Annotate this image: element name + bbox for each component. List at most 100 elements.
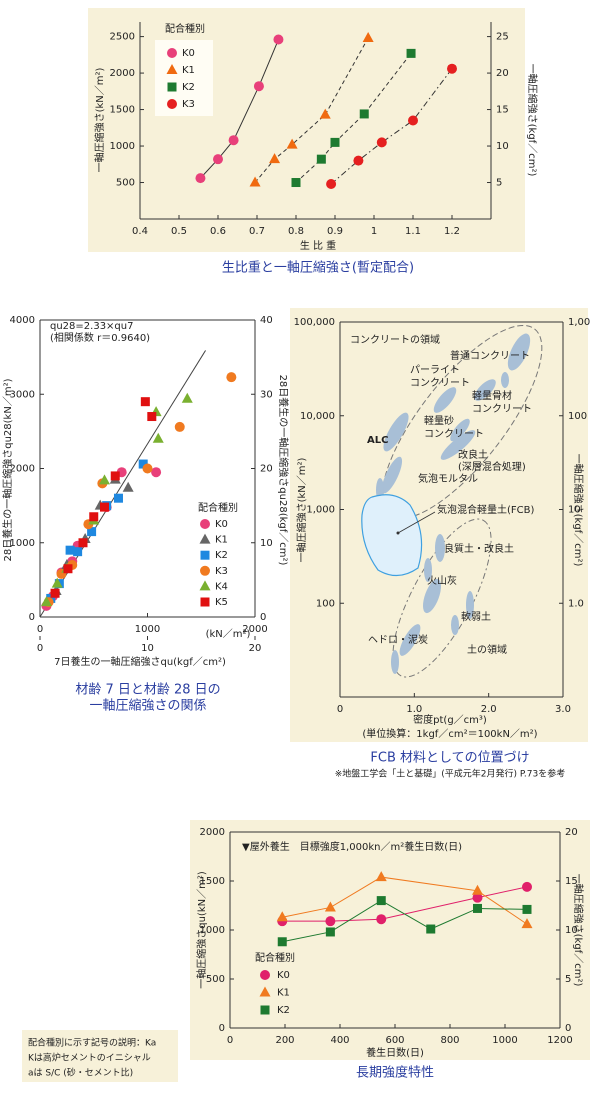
annotation: コンクリートの領域	[350, 333, 440, 346]
marker	[359, 109, 369, 119]
annotation: 火山灰	[427, 574, 457, 587]
marker	[426, 924, 436, 934]
y2-tick-label: 20	[496, 68, 509, 79]
x-tick-label: 1	[371, 226, 377, 237]
marker	[78, 538, 88, 548]
x-tick-label: 0.4	[132, 226, 148, 237]
marker	[376, 137, 387, 148]
y2-tick-label: 100	[568, 411, 587, 422]
marker	[213, 154, 223, 165]
y2-tick-label: 10	[260, 538, 273, 549]
legend-box	[155, 40, 213, 116]
x2-tick-label: 20	[249, 643, 262, 654]
x2-tick-label: 10	[141, 643, 154, 654]
legend-title: 配合種別	[198, 501, 238, 514]
y-tick-label: 1000	[10, 538, 35, 549]
note-line: Kは高炉セメントのイニシャル	[28, 1052, 151, 1064]
region	[383, 412, 409, 452]
annotation: 土の領域	[467, 643, 507, 656]
y-tick-label: 2000	[110, 68, 135, 79]
marker	[200, 565, 210, 576]
marker	[376, 914, 387, 925]
series-line	[330, 68, 453, 185]
legend-label: K1	[182, 65, 195, 76]
y2-tick-label: 5	[496, 178, 502, 189]
annotation: 改良土	[458, 448, 488, 461]
x-tick-label: 3.0	[555, 704, 571, 715]
legend-label: K2	[182, 82, 195, 93]
y2-tick-label: 1.0	[568, 598, 584, 609]
annotation: 軽量砂	[424, 414, 454, 427]
legend-label: K0	[215, 519, 228, 530]
x-tick-label: 1.0	[406, 704, 422, 715]
y-tick-label: 3000	[10, 389, 35, 400]
marker	[226, 372, 237, 383]
y-tick-label: 100,000	[294, 317, 335, 328]
leader-line	[397, 511, 436, 534]
y2-axis-label: 28日養生の一軸圧縮強さqu28(kgf／cm²)	[277, 375, 290, 566]
annotation: ALC	[367, 435, 388, 446]
marker	[291, 178, 301, 188]
marker	[473, 903, 482, 913]
x-tick-label: 1.1	[405, 226, 421, 237]
y-tick-label: 1500	[110, 105, 135, 116]
marker	[472, 892, 483, 903]
annotation: (深層混合処理)	[458, 460, 526, 473]
y2-tick-label: 10	[565, 925, 578, 936]
x-tick-label: 0.9	[327, 226, 343, 237]
region	[440, 430, 476, 460]
caption: 一軸圧縮強さの関係	[89, 698, 206, 714]
x-note: (単位換算：1kgf／cm²＝100kN／m²)	[362, 727, 537, 740]
marker	[522, 881, 532, 892]
marker	[408, 115, 418, 126]
marker	[200, 597, 210, 607]
marker	[110, 471, 120, 481]
annotation: 気泡混合軽量土(FCB)	[437, 503, 534, 516]
caption: 材齢 7 日と材齢 28 日の	[75, 683, 220, 698]
marker	[87, 527, 97, 537]
x-tick-label: 1200	[547, 1035, 572, 1046]
marker	[167, 99, 177, 109]
region	[422, 578, 442, 614]
xlabel: 密度pt(g／cm³)	[413, 713, 487, 726]
caption: FCB 材料としての位置づけ	[370, 751, 529, 766]
legend-label: K0	[182, 48, 195, 59]
marker	[181, 392, 193, 403]
marker	[138, 459, 148, 469]
annotation: ヘドロ・泥炭	[368, 633, 428, 646]
region	[507, 333, 531, 371]
marker	[276, 911, 288, 922]
x-tick-label: 0.8	[288, 226, 304, 237]
fcb-region	[361, 494, 423, 577]
marker	[63, 564, 73, 574]
marker	[406, 48, 416, 58]
y2-tick-label: 5	[565, 974, 571, 985]
marker	[100, 502, 109, 512]
marker	[195, 173, 206, 184]
marker	[166, 64, 178, 74]
region	[435, 534, 445, 562]
legend-label: K2	[215, 550, 228, 561]
y-tick-label: 1500	[200, 876, 225, 887]
x-tick-label: 0.6	[210, 226, 226, 237]
marker	[353, 155, 364, 166]
annotation: コンクリート	[472, 403, 532, 415]
y-tick-label: 500	[206, 974, 225, 985]
marker	[376, 896, 386, 906]
y2-tick-label: 15	[496, 105, 509, 116]
y-tick-label: 1000	[200, 925, 225, 936]
region	[450, 418, 470, 442]
marker	[167, 82, 177, 92]
marker	[316, 154, 326, 164]
marker	[375, 871, 387, 882]
x-tick-label: 1.2	[444, 226, 460, 237]
marker	[40, 596, 52, 607]
legend-label: K5	[215, 597, 228, 608]
y-tick-label: 1,000	[306, 505, 335, 516]
marker	[228, 135, 239, 146]
panel	[190, 820, 590, 1060]
region	[501, 372, 509, 388]
marker	[65, 545, 75, 555]
marker	[151, 467, 162, 478]
legend-label: K0	[277, 970, 290, 981]
